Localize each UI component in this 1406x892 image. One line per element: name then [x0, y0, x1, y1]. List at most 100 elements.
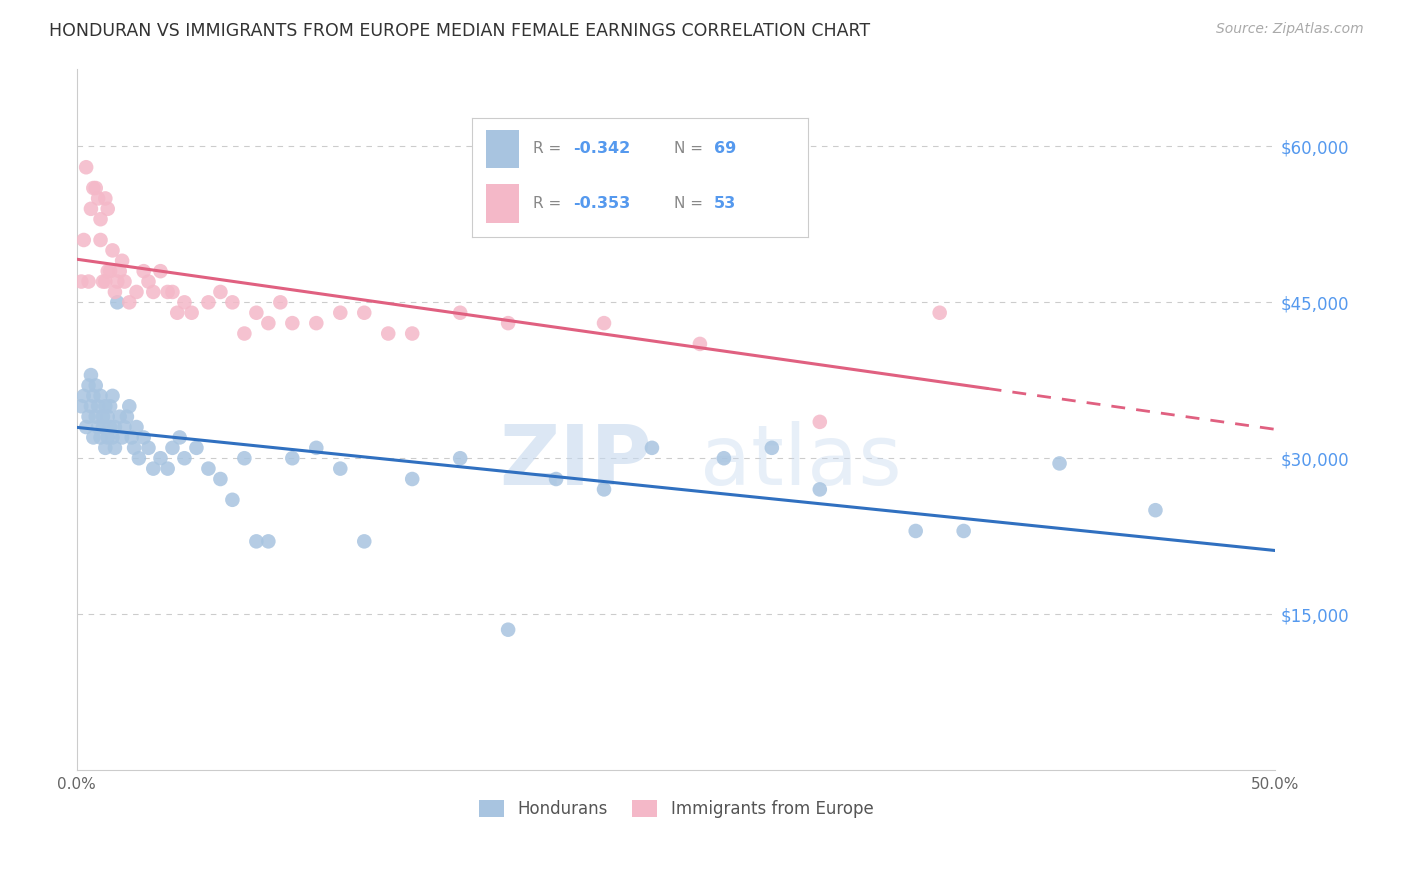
Point: [149, 451, 172, 466]
Point: [70, 275, 93, 289]
Point: [97, 430, 120, 444]
Text: atlas: atlas: [700, 421, 901, 502]
Point: [305, 316, 328, 330]
Point: [90, 233, 112, 247]
Point: [82, 430, 104, 444]
Point: [641, 441, 664, 455]
Point: [209, 472, 232, 486]
Point: [101, 430, 124, 444]
Point: [80, 202, 103, 216]
Point: [77, 378, 100, 392]
Point: [97, 409, 120, 424]
Point: [104, 285, 127, 299]
Point: [118, 295, 141, 310]
Point: [73, 233, 96, 247]
Point: [80, 368, 103, 383]
Point: [593, 483, 616, 497]
Point: [156, 285, 179, 299]
Point: [162, 285, 184, 299]
Point: [305, 441, 328, 455]
Point: [94, 191, 117, 205]
Point: [269, 295, 291, 310]
Point: [77, 275, 100, 289]
Point: [73, 389, 96, 403]
Point: [1049, 457, 1071, 471]
Point: [84, 181, 107, 195]
Point: [166, 306, 188, 320]
Point: [90, 389, 112, 403]
Point: [401, 326, 423, 341]
Point: [173, 295, 195, 310]
Point: [108, 409, 131, 424]
Point: [91, 409, 114, 424]
Point: [91, 275, 114, 289]
Point: [808, 483, 831, 497]
Point: [114, 275, 136, 289]
Point: [75, 420, 97, 434]
Point: [91, 420, 114, 434]
Point: [97, 202, 120, 216]
Point: [101, 389, 124, 403]
Point: [115, 409, 138, 424]
Point: [1144, 503, 1167, 517]
Point: [101, 244, 124, 258]
Point: [186, 441, 208, 455]
Point: [401, 472, 423, 486]
Point: [118, 399, 141, 413]
Point: [111, 430, 134, 444]
Point: [173, 451, 195, 466]
Point: [449, 306, 471, 320]
Point: [593, 316, 616, 330]
Point: [353, 306, 375, 320]
Point: [245, 534, 267, 549]
Point: [169, 430, 191, 444]
Point: [94, 275, 117, 289]
Point: [377, 326, 399, 341]
Point: [142, 461, 165, 475]
Point: [149, 264, 172, 278]
Point: [114, 420, 136, 434]
Point: [70, 399, 93, 413]
Point: [94, 399, 117, 413]
Point: [98, 264, 121, 278]
Point: [90, 212, 112, 227]
Point: [82, 181, 104, 195]
Point: [689, 337, 711, 351]
Point: [132, 264, 155, 278]
Point: [162, 441, 184, 455]
Point: [281, 451, 304, 466]
Point: [156, 461, 179, 475]
Point: [138, 275, 160, 289]
Point: [197, 461, 219, 475]
Point: [108, 264, 131, 278]
Point: [128, 451, 150, 466]
Point: [87, 399, 110, 413]
Point: [84, 409, 107, 424]
Point: [209, 285, 232, 299]
Text: Source: ZipAtlas.com: Source: ZipAtlas.com: [1216, 22, 1364, 37]
Point: [98, 399, 121, 413]
Point: [761, 441, 783, 455]
Point: [496, 316, 519, 330]
Point: [84, 378, 107, 392]
Text: HONDURAN VS IMMIGRANTS FROM EUROPE MEDIAN FEMALE EARNINGS CORRELATION CHART: HONDURAN VS IMMIGRANTS FROM EUROPE MEDIA…: [49, 22, 870, 40]
Point: [111, 253, 134, 268]
Point: [221, 492, 243, 507]
Text: ZIP: ZIP: [499, 421, 652, 502]
Point: [257, 534, 280, 549]
Point: [125, 285, 148, 299]
Point: [77, 409, 100, 424]
Point: [353, 534, 375, 549]
Point: [180, 306, 202, 320]
Point: [257, 316, 280, 330]
Point: [97, 264, 120, 278]
Point: [82, 389, 104, 403]
Point: [132, 430, 155, 444]
Point: [221, 295, 243, 310]
Point: [80, 399, 103, 413]
Point: [105, 295, 128, 310]
Point: [138, 441, 160, 455]
Point: [104, 420, 127, 434]
Point: [104, 441, 127, 455]
Point: [87, 420, 110, 434]
